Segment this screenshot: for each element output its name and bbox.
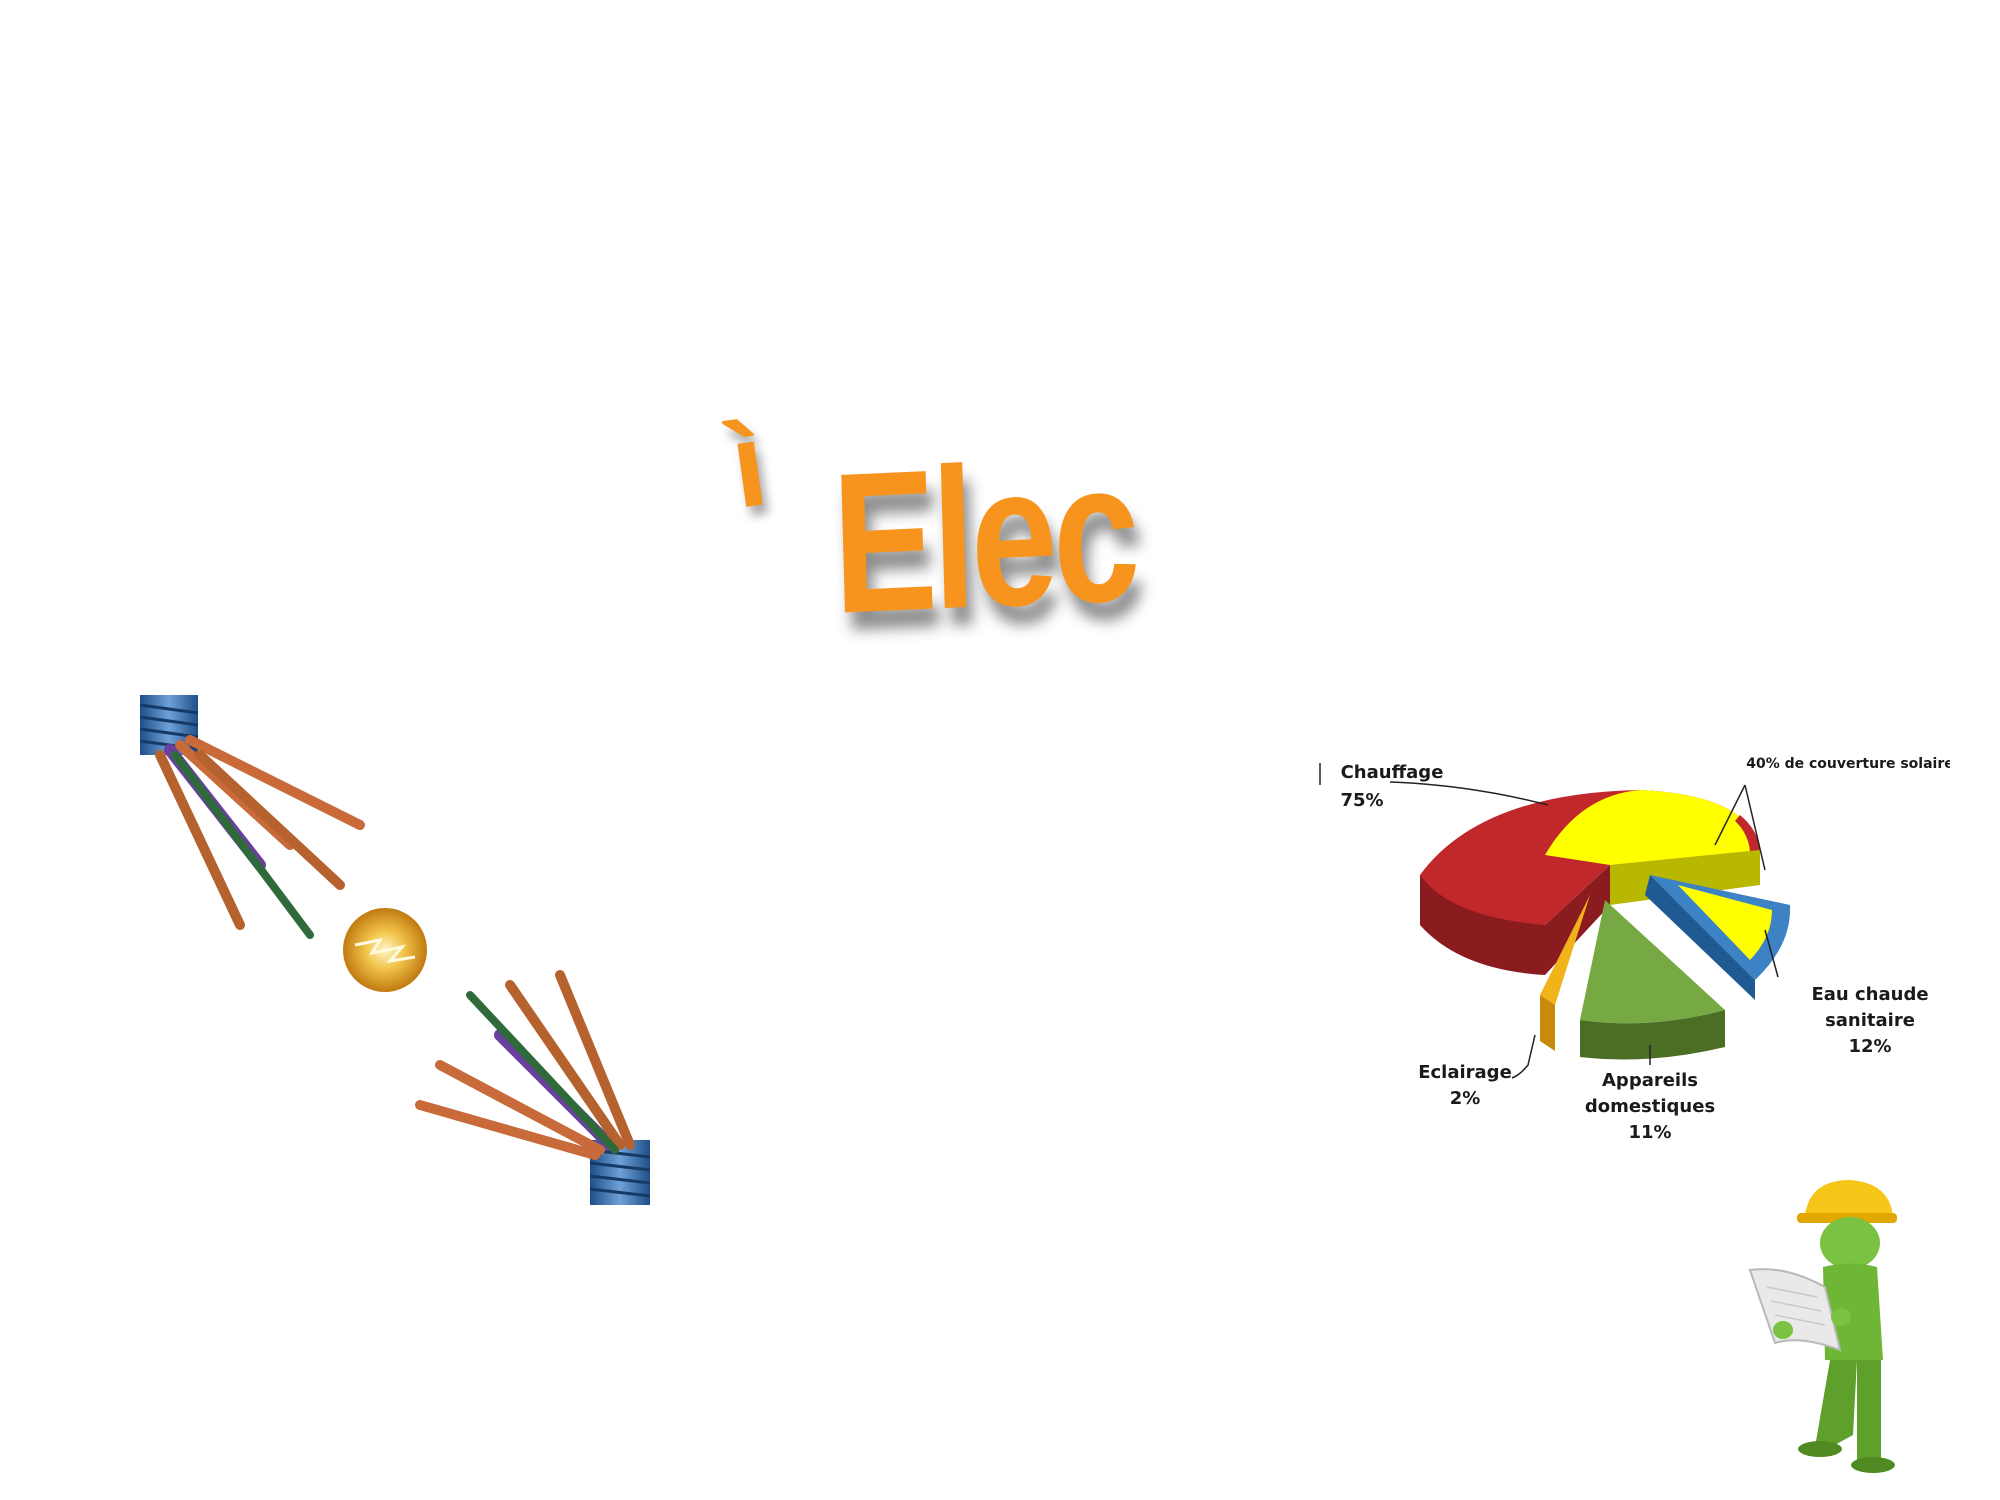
label-appareils-1: Appareils (1602, 1070, 1698, 1091)
value-appareils: 11% (1628, 1122, 1671, 1143)
slice-chauffage (1420, 790, 1760, 975)
energy-pie-chart: Chauffage 75% 40% de couverture solaire … (1310, 745, 1954, 1155)
label-eau-chaude-1: Eau chaude (1811, 984, 1928, 1005)
annotation-solar: 40% de couverture solaire (1746, 756, 1950, 772)
slice-eau-chaude (1645, 875, 1791, 1000)
logo-text: Elec (829, 419, 1138, 656)
slice-eclairage (1540, 895, 1590, 1051)
logo-accent: ì (722, 396, 775, 534)
value-eclairage: 2% (1450, 1088, 1481, 1109)
label-chauffage: Chauffage (1341, 762, 1444, 783)
electric-cables-spark-icon (139, 695, 651, 1205)
label-eclairage: Eclairage (1418, 1062, 1512, 1083)
value-eau-chaude: 12% (1848, 1036, 1891, 1057)
value-chauffage: 75% (1340, 790, 1383, 811)
worker-with-hardhat-and-plan-icon (1745, 1175, 1915, 1475)
label-eau-chaude-2: sanitaire (1825, 1010, 1915, 1031)
elec-logo: ì Elec (700, 395, 1200, 715)
label-appareils-2: domestiques (1585, 1096, 1715, 1117)
slice-appareils (1580, 900, 1725, 1060)
